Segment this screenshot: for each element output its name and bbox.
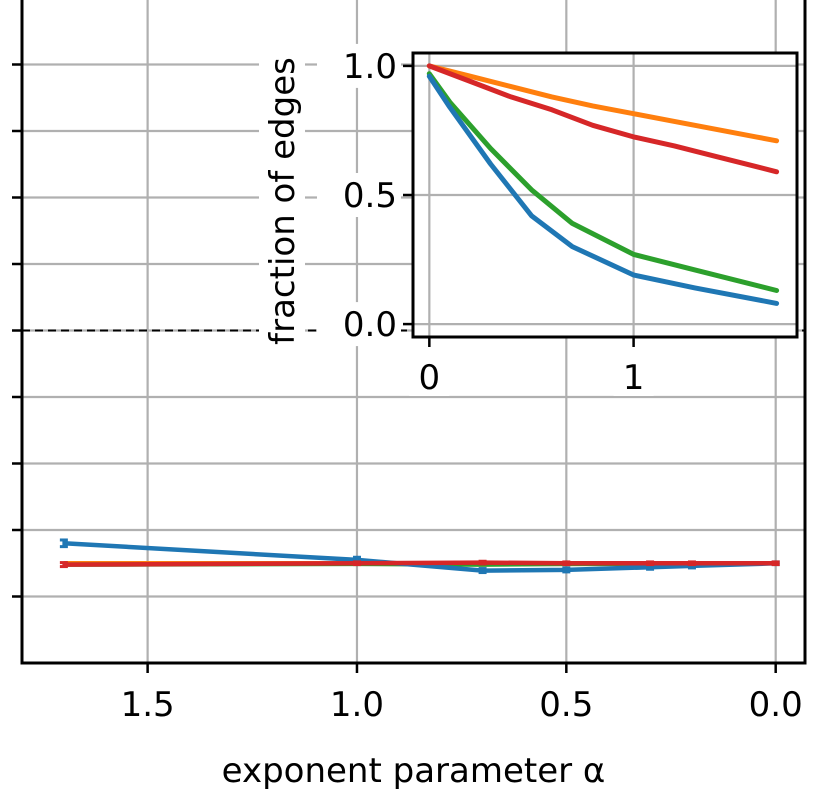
main-x-tick-label: 1.0 (330, 685, 384, 725)
inset-y-tick-label-bg (317, 302, 401, 347)
inset-x-tick-label: 0 (419, 358, 441, 398)
inset-grid (413, 53, 797, 337)
inset-series-line-2 (426, 71, 780, 293)
inset-series-group (426, 63, 780, 306)
main-ticks: 1.5 1.0 0.5 0.0 (12, 63, 803, 725)
main-x-axis-label: exponent parameter α (222, 751, 606, 791)
main-series-line-3 (63, 560, 776, 567)
inset-y-axis-label-bg (259, 33, 305, 369)
inset-y-tick-label: 0.0 (343, 305, 397, 345)
inset-series-line-0 (426, 63, 780, 144)
inset-y-tick-label-bg (317, 173, 401, 217)
inset-y-tick-label: 1.0 (343, 47, 397, 87)
inset-series-line-1 (426, 63, 780, 175)
inset-x-tick-label-bg (409, 354, 450, 396)
inset-y-tick-label-bg (317, 43, 401, 88)
inset-y-tick-label: 0.5 (343, 176, 397, 216)
main-x-tick-label: 0.5 (539, 685, 593, 725)
main-series-group (59, 538, 780, 575)
inset-ticks: 0 1 0.0 0.5 1.0 (317, 43, 654, 398)
inset-x-tick-label: 1 (623, 358, 645, 398)
inset-x-tick-label-bg (613, 354, 654, 396)
main-x-tick-label: 0.0 (749, 685, 803, 725)
inset-y-axis-label: fraction of edges (263, 57, 303, 345)
inset-series-line-3 (426, 73, 780, 306)
main-x-tick-label: 1.5 (121, 685, 175, 725)
